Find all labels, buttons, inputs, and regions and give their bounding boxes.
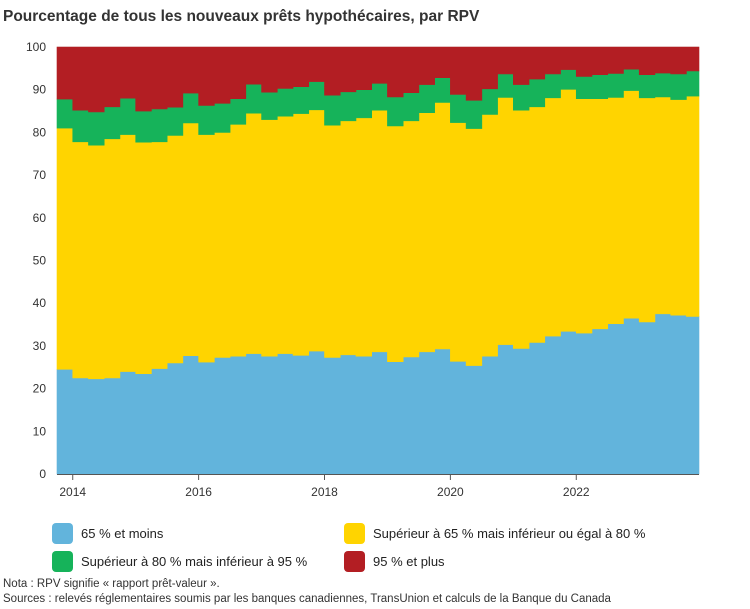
y-tick-label: 20 <box>33 382 47 396</box>
legend-item-80-95: Supérieur à 80 % mais inférieur à 95 % <box>52 551 307 572</box>
y-tick-label: 0 <box>39 467 46 481</box>
legend-swatch <box>344 551 365 572</box>
footnote: Nota : RPV signifie « rapport prêt-valeu… <box>3 578 220 590</box>
y-tick-label: 100 <box>26 40 46 54</box>
y-tick-label: 90 <box>33 83 47 97</box>
x-tick-label: 2016 <box>185 485 212 499</box>
y-tick-label: 30 <box>33 339 47 353</box>
x-tick-label: 2022 <box>563 485 590 499</box>
y-tick-label: 40 <box>33 296 47 310</box>
series-area-4 <box>56 46 700 113</box>
axes: 0 10 20 30 40 50 60 70 80 90 100 2014 2016 2018 2020 20… <box>26 40 699 499</box>
sources: Sources : relevés réglementaires soumis … <box>3 593 611 605</box>
x-tick-label: 2020 <box>437 485 464 499</box>
legend-item-65-80: Supérieur à 65 % mais inférieur ou égal … <box>344 523 645 544</box>
legend-item-95-et-plus: 95 % et plus <box>344 551 445 572</box>
legend-swatch <box>52 523 73 544</box>
x-tick-label: 2014 <box>59 485 86 499</box>
y-tick-label: 80 <box>33 125 47 139</box>
legend-swatch <box>344 523 365 544</box>
legend-label: 65 % et moins <box>81 526 164 541</box>
legend: 65 % et moins Supérieur à 65 % mais infé… <box>52 521 732 577</box>
series-areas <box>56 46 700 475</box>
chart-title: Pourcentage de tous les nouveaux prêts h… <box>3 8 480 25</box>
legend-label: 95 % et plus <box>373 554 445 569</box>
y-tick-label: 70 <box>33 168 47 182</box>
stacked-area-chart: 0 10 20 30 40 50 60 70 80 90 100 2014 2016 2018 2020 20… <box>26 40 700 499</box>
legend-label: Supérieur à 80 % mais inférieur à 95 % <box>81 554 308 569</box>
y-tick-label: 10 <box>33 424 47 438</box>
legend-label: Supérieur à 65 % mais inférieur ou égal … <box>373 526 646 541</box>
legend-swatch <box>52 551 73 572</box>
y-tick-label: 60 <box>33 211 47 225</box>
y-tick-label: 50 <box>33 254 47 268</box>
x-tick-label: 2018 <box>311 485 338 499</box>
legend-item-65-et-moins: 65 % et moins <box>52 523 163 544</box>
